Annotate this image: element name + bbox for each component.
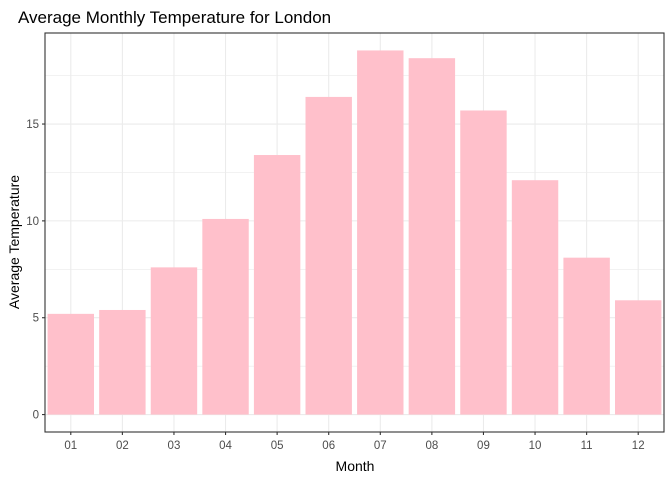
x-tick-label: 03 bbox=[168, 440, 181, 452]
x-tick-label: 08 bbox=[425, 440, 438, 452]
x-tick-label: 04 bbox=[219, 440, 232, 452]
y-tick-label: 0 bbox=[33, 410, 39, 422]
bar-06 bbox=[305, 96, 352, 415]
x-tick-label: 02 bbox=[116, 440, 129, 452]
bar-02 bbox=[99, 309, 146, 415]
x-axis-title: Month bbox=[336, 458, 375, 474]
y-tick-label: 5 bbox=[33, 313, 39, 325]
x-tick-label: 07 bbox=[374, 440, 387, 452]
x-tick-label: 06 bbox=[322, 440, 335, 452]
x-tick-label: 09 bbox=[477, 440, 490, 452]
bar-09 bbox=[460, 110, 507, 415]
x-tick-label: 12 bbox=[632, 440, 645, 452]
bar-11 bbox=[563, 257, 610, 415]
bar-03 bbox=[150, 267, 198, 415]
panel-border bbox=[44, 32, 665, 433]
bar-10 bbox=[511, 180, 559, 415]
bar-04 bbox=[202, 218, 249, 415]
x-tick-label: 01 bbox=[64, 440, 77, 452]
x-tick-label: 05 bbox=[271, 440, 284, 452]
bar-05 bbox=[253, 155, 301, 415]
bar-12 bbox=[614, 300, 662, 415]
x-tick-label: 10 bbox=[529, 440, 542, 452]
plot-panel bbox=[45, 33, 664, 432]
bar-08 bbox=[408, 58, 456, 415]
y-tick-label: 15 bbox=[26, 119, 39, 131]
bar-01 bbox=[47, 313, 95, 415]
chart-title: Average Monthly Temperature for London bbox=[18, 8, 331, 27]
bars bbox=[47, 50, 662, 415]
bar-07 bbox=[357, 50, 404, 415]
y-tick-label: 10 bbox=[26, 216, 39, 228]
y-axis-title: Average Temperature bbox=[6, 175, 22, 309]
x-tick-label: 11 bbox=[581, 440, 593, 452]
